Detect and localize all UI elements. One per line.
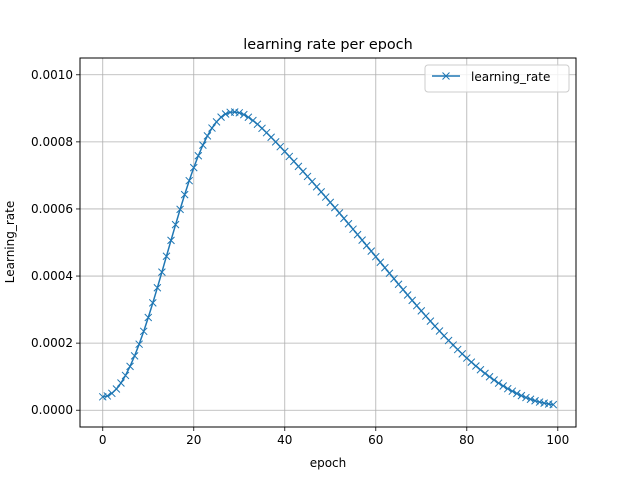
x-axis-label: epoch bbox=[310, 456, 347, 470]
grid bbox=[80, 58, 576, 427]
plot-frame bbox=[79, 57, 577, 428]
data-point bbox=[171, 220, 180, 229]
data-point bbox=[390, 274, 398, 283]
data-point bbox=[239, 110, 248, 119]
data-point bbox=[321, 193, 330, 201]
x-axis: 0 20 40 60 80 100 bbox=[99, 427, 569, 447]
data-point bbox=[353, 230, 362, 239]
data-point bbox=[481, 369, 489, 378]
data-point bbox=[499, 382, 508, 390]
data-point bbox=[112, 385, 121, 393]
data-point bbox=[494, 379, 503, 387]
data-point bbox=[194, 151, 203, 160]
data-point bbox=[385, 269, 394, 278]
data-point bbox=[208, 124, 216, 132]
data-point bbox=[139, 327, 148, 336]
data-point bbox=[189, 163, 198, 172]
data-point bbox=[508, 387, 517, 396]
data-point bbox=[167, 236, 175, 245]
data-point bbox=[381, 263, 389, 272]
data-point bbox=[230, 108, 239, 116]
legend-label: learning_rate bbox=[471, 70, 550, 84]
data-point bbox=[362, 241, 371, 250]
data-point bbox=[540, 399, 549, 407]
data-point bbox=[199, 141, 207, 149]
data-point bbox=[376, 258, 385, 267]
data-point bbox=[158, 268, 166, 276]
data-point bbox=[340, 214, 348, 223]
data-point bbox=[522, 393, 530, 402]
legend-x-marker bbox=[442, 72, 450, 80]
y-tick-label: 0.0008 bbox=[31, 135, 73, 149]
y-axis-label: Learning_rate bbox=[3, 201, 17, 283]
legend: learning_rate bbox=[424, 64, 570, 93]
data-point bbox=[344, 219, 353, 228]
data-point bbox=[217, 113, 225, 121]
data-point bbox=[490, 376, 498, 384]
data-point bbox=[326, 198, 335, 207]
data-point bbox=[203, 132, 212, 140]
data-point bbox=[535, 398, 544, 406]
data-point bbox=[249, 116, 257, 125]
data-point bbox=[349, 225, 357, 234]
data-point bbox=[367, 247, 376, 256]
data-point bbox=[162, 252, 171, 261]
plot-area bbox=[98, 108, 558, 409]
y-tick-label: 0.0006 bbox=[31, 202, 73, 216]
data-point bbox=[394, 280, 403, 289]
data-point bbox=[221, 110, 230, 118]
data-point bbox=[403, 291, 412, 299]
data-point bbox=[512, 389, 521, 398]
data-point bbox=[98, 392, 107, 401]
data-point bbox=[485, 372, 494, 381]
x-tick-label: 40 bbox=[277, 433, 292, 447]
data-point bbox=[180, 190, 189, 199]
chart-title: learning rate per epoch bbox=[243, 37, 412, 53]
data-point bbox=[176, 205, 184, 214]
data-point bbox=[399, 285, 407, 294]
data-point bbox=[185, 176, 194, 185]
data-point bbox=[244, 113, 253, 122]
data-point bbox=[358, 236, 366, 244]
y-tick-label: 0.0000 bbox=[31, 403, 73, 417]
x-tick-label: 60 bbox=[368, 433, 383, 447]
data-point bbox=[235, 108, 244, 117]
x-tick-label: 100 bbox=[546, 433, 569, 447]
y-tick-label: 0.0002 bbox=[31, 336, 73, 350]
data-point bbox=[144, 313, 153, 322]
data-point bbox=[335, 209, 344, 217]
legend-marker-swatch bbox=[442, 72, 450, 80]
data-point bbox=[531, 396, 539, 405]
x-tick-label: 0 bbox=[99, 433, 107, 447]
data-point bbox=[549, 400, 558, 409]
data-point bbox=[135, 340, 144, 349]
data-point bbox=[408, 296, 417, 305]
y-tick-label: 0.0010 bbox=[31, 68, 73, 82]
data-point bbox=[148, 299, 157, 307]
data-point bbox=[472, 362, 480, 370]
data-point bbox=[153, 283, 162, 292]
data-point bbox=[117, 379, 125, 387]
y-tick-label: 0.0004 bbox=[31, 269, 73, 283]
legend-box bbox=[424, 64, 570, 93]
data-point bbox=[126, 362, 134, 371]
data-point bbox=[476, 365, 485, 374]
data-point bbox=[526, 395, 535, 404]
x-tick-label: 20 bbox=[186, 433, 201, 447]
data-point bbox=[130, 352, 139, 360]
data-point bbox=[371, 252, 380, 261]
data-point bbox=[517, 391, 526, 400]
data-point bbox=[121, 371, 130, 380]
y-axis: 0.0000 0.0002 0.0004 0.0006 0.0008 0.0010 bbox=[31, 68, 80, 417]
data-point bbox=[330, 203, 339, 212]
data-point bbox=[103, 392, 112, 400]
data-point bbox=[503, 384, 512, 393]
x-tick-label: 80 bbox=[459, 433, 474, 447]
